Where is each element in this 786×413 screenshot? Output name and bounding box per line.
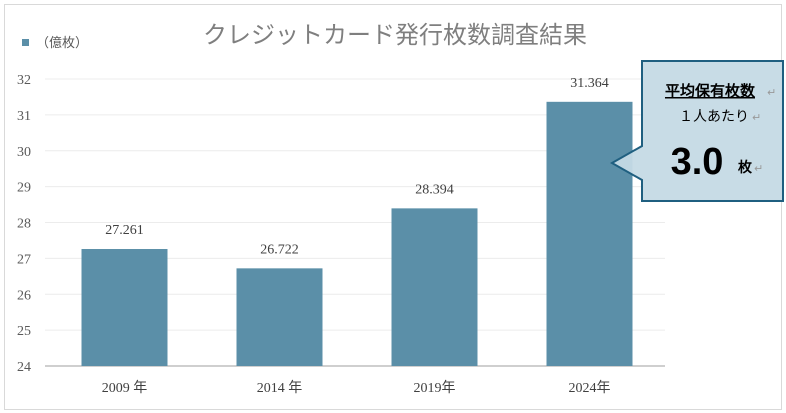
chart-frame bbox=[4, 4, 782, 410]
bar bbox=[81, 249, 168, 366]
return-mark: ↵ bbox=[752, 111, 761, 124]
data-label: 28.394 bbox=[415, 182, 454, 197]
y-tick-label: 28 bbox=[17, 217, 31, 232]
x-tick-label: 2009 年 bbox=[102, 380, 148, 396]
callout-line1: 平均保有枚数 bbox=[665, 82, 756, 100]
legend-label: （億枚） bbox=[36, 35, 88, 51]
data-label: 31.364 bbox=[570, 76, 609, 91]
average-cards-callout: 平均保有枚数 ↵ １人あたり ↵ 3.0 枚 ↵ bbox=[609, 60, 784, 202]
callout-line2: １人あたり bbox=[679, 109, 749, 125]
x-tick-label: 2014 年 bbox=[257, 380, 303, 396]
return-mark: ↵ bbox=[754, 162, 763, 175]
y-tick-label: 26 bbox=[17, 288, 31, 303]
data-label: 26.722 bbox=[260, 242, 299, 257]
callout-value: 3.0 bbox=[671, 141, 724, 183]
callout-shape bbox=[609, 60, 784, 202]
y-tick-label: 29 bbox=[17, 181, 31, 196]
y-tick-label: 31 bbox=[17, 109, 31, 124]
callout-unit: 枚 bbox=[738, 159, 753, 176]
data-label: 27.261 bbox=[105, 223, 144, 238]
legend-swatch bbox=[22, 39, 29, 46]
chart-title: クレジットカード発行枚数調査結果 bbox=[203, 21, 587, 49]
bar bbox=[546, 101, 633, 366]
bar bbox=[236, 268, 323, 366]
y-tick-label: 25 bbox=[17, 324, 31, 339]
y-tick-label: 27 bbox=[17, 252, 31, 267]
y-tick-label: 24 bbox=[17, 360, 31, 375]
x-tick-label: 2024年 bbox=[569, 380, 611, 396]
bar bbox=[391, 208, 478, 366]
y-tick-label: 32 bbox=[17, 73, 31, 88]
y-tick-label: 30 bbox=[17, 145, 31, 160]
return-mark: ↵ bbox=[767, 86, 776, 99]
x-tick-label: 2019年 bbox=[414, 380, 456, 396]
